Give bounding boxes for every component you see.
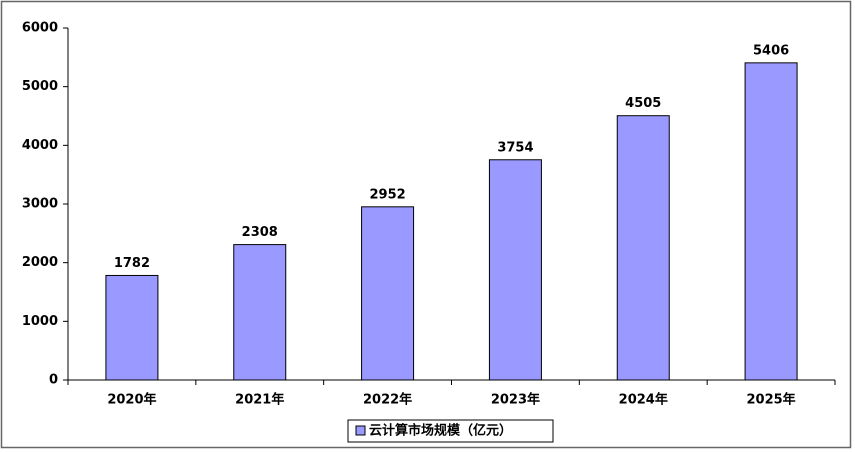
bar [233,244,287,381]
x-tick-label: 2023年 [491,392,540,408]
y-tick-label: 2000 [22,255,58,270]
bar [616,115,670,381]
bar [744,62,798,381]
data-label: 3754 [497,140,533,155]
data-label: 5406 [753,43,789,58]
legend [347,419,554,443]
data-label: 2952 [369,187,405,202]
legend-swatch [355,425,366,436]
x-tick-label: 2022年 [363,392,412,408]
legend-label: 云计算市场规模（亿元） [369,423,512,439]
y-tick-label: 5000 [22,79,58,94]
data-label: 4505 [625,96,661,111]
x-tick-label: 2024年 [619,392,668,408]
x-tick-label: 2025年 [746,392,795,408]
y-tick-label: 3000 [22,197,58,212]
data-label: 2308 [242,225,278,240]
x-tick-label: 2020年 [107,392,156,408]
data-label: 1782 [114,256,150,271]
bar [361,206,415,381]
y-tick-label: 1000 [22,314,58,329]
bar [105,274,159,381]
y-tick-label: 0 [49,373,58,388]
y-tick-label: 4000 [22,138,58,153]
y-tick-label: 6000 [22,21,58,36]
bar [488,159,542,381]
x-tick-label: 2021年 [235,392,284,408]
